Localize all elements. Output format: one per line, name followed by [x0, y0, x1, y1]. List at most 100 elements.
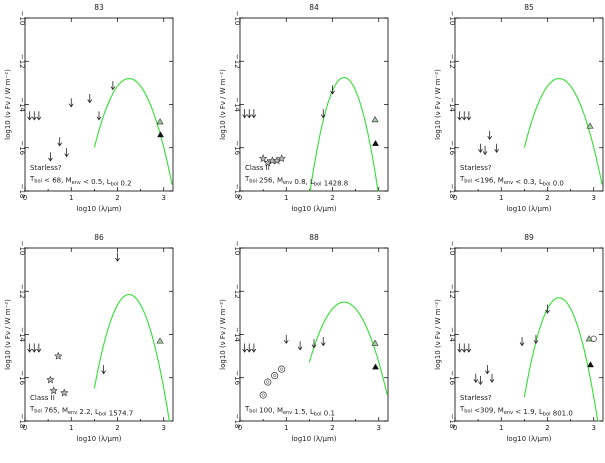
x-tick-label: 3 — [377, 424, 381, 432]
submm-open-triangle — [371, 339, 379, 346]
upper-limit-arrow — [461, 111, 467, 121]
upper-limit-arrow — [48, 152, 53, 162]
panel-title: 85 — [524, 3, 534, 12]
y-tick-label: −14 — [18, 97, 26, 112]
upper-limit-arrow — [242, 343, 247, 353]
y-tick-label: −16 — [233, 370, 241, 385]
y-axis-label: log10 (ν Fν / W m⁻²) — [219, 69, 227, 140]
x-tick-label: 0 — [23, 424, 27, 432]
submm-open-triangle — [586, 122, 594, 129]
upper-limit-arrow — [36, 111, 42, 121]
x-tick-label: 2 — [330, 424, 334, 432]
upper-limit-arrow — [489, 373, 495, 383]
upper-limit-arrow — [110, 81, 116, 91]
upper-limit-arrow — [251, 109, 257, 119]
params-annotation: Tbol < 68, Menv < 0.5, Lbol 0.2 — [29, 175, 132, 188]
submm-open-triangle — [156, 337, 164, 344]
upper-limit-arrow — [27, 343, 32, 353]
upper-limit-arrow — [27, 111, 32, 121]
upper-limit-arrow — [68, 98, 74, 108]
x-tick-label: 3 — [162, 194, 166, 202]
upper-limit-arrow — [101, 365, 106, 375]
y-tick-label: −18 — [233, 414, 241, 429]
y-tick-label: −18 — [448, 414, 456, 429]
upper-limit-arrow — [461, 343, 467, 353]
x-tick-label: 0 — [238, 424, 242, 432]
y-tick-label: −16 — [18, 140, 26, 155]
y-tick-label: −10 — [448, 11, 456, 26]
y-tick-label: −14 — [233, 97, 241, 112]
upper-limit-arrow — [478, 375, 483, 386]
params-annotation: Tbol 765, Menv 2.2, Lbol 1574.7 — [29, 405, 133, 418]
params-annotation: Tbol 256, Menv 0.8, Lbol 1428.8 — [244, 175, 348, 188]
detection-circle — [271, 372, 279, 380]
panel-title: 84 — [309, 3, 319, 12]
upper-limit-arrow — [246, 343, 252, 353]
upper-limit-arrow — [482, 145, 488, 156]
panel-title: 88 — [309, 233, 319, 242]
panel-89: 89 0 1 2 3 −10 −12 −14 −16 −18 log10 (λ/μm) log10 (… — [434, 233, 604, 443]
class-annotation: Starless? — [30, 164, 62, 172]
y-tick-label: −12 — [233, 284, 241, 299]
x-tick-label: 2 — [545, 424, 549, 432]
upper-limit-arrow — [297, 341, 303, 351]
x-tick-label: 3 — [162, 424, 166, 432]
detection-star — [54, 351, 63, 360]
x-tick-label: 2 — [115, 194, 119, 202]
y-tick-label: −12 — [233, 54, 241, 69]
x-tick-label: 2 — [545, 194, 549, 202]
upper-limit-arrow — [330, 85, 335, 95]
y-axis-label: log10 (ν Fν / W m⁻²) — [219, 299, 227, 370]
x-axis-label: log10 (λ/μm) — [76, 205, 121, 213]
sed-model-curve — [308, 301, 388, 395]
detection-circle — [259, 391, 267, 399]
sed-model-curve — [93, 293, 171, 422]
upper-limit-arrow — [320, 109, 326, 119]
upper-limit-arrow — [246, 109, 252, 119]
x-tick-label: 0 — [23, 194, 27, 202]
x-tick-label: 1 — [499, 424, 503, 432]
x-tick-label: 2 — [115, 424, 119, 432]
detection-star — [272, 156, 282, 165]
upper-limit-arrow — [494, 143, 499, 153]
x-tick-label: 1 — [499, 194, 503, 202]
x-axis-label: log10 (λ/μm) — [291, 205, 336, 213]
upper-limit-arrow — [466, 111, 472, 121]
detection-star — [60, 388, 69, 397]
submm-filled-triangle — [157, 131, 164, 138]
y-tick-label: −10 — [233, 241, 241, 256]
y-axis-label: log10 (ν Fν / W m⁻²) — [4, 299, 12, 370]
sed-model-curve — [523, 297, 600, 422]
detection-star — [277, 154, 286, 163]
detection-star — [46, 375, 55, 384]
submm-circle — [590, 335, 597, 342]
x-tick-label: 2 — [330, 194, 334, 202]
y-tick-label: −14 — [233, 327, 241, 342]
class-annotation: Class II — [245, 164, 270, 172]
y-tick-label: −16 — [18, 370, 26, 385]
params-annotation: Tbol <309, Menv < 1.9, Lbol 801.0 — [459, 405, 573, 418]
detection-star — [263, 158, 272, 167]
x-tick-label: 1 — [284, 424, 288, 432]
detection-circle — [278, 365, 286, 373]
submm-filled-triangle — [372, 363, 379, 370]
class-annotation: Starless? — [460, 394, 492, 402]
submm-filled-triangle — [372, 139, 379, 146]
upper-limit-arrow — [242, 109, 247, 119]
upper-limit-arrow — [545, 304, 550, 314]
detection-circle — [264, 378, 272, 386]
x-tick-label: 0 — [453, 194, 457, 202]
sed-model-curve — [523, 78, 603, 185]
upper-limit-arrow — [64, 148, 69, 158]
upper-limit-arrow — [485, 365, 490, 375]
upper-limit-arrow — [115, 252, 120, 262]
x-tick-label: 0 — [453, 424, 457, 432]
upper-limit-arrow — [57, 137, 63, 147]
y-tick-label: −12 — [448, 54, 456, 69]
sed-model-curve — [93, 78, 173, 185]
y-tick-label: −14 — [18, 327, 26, 342]
y-tick-label: −18 — [233, 184, 241, 199]
x-tick-label: 1 — [69, 194, 73, 202]
class-annotation: Starless? — [460, 164, 492, 172]
y-tick-label: −10 — [233, 11, 241, 26]
